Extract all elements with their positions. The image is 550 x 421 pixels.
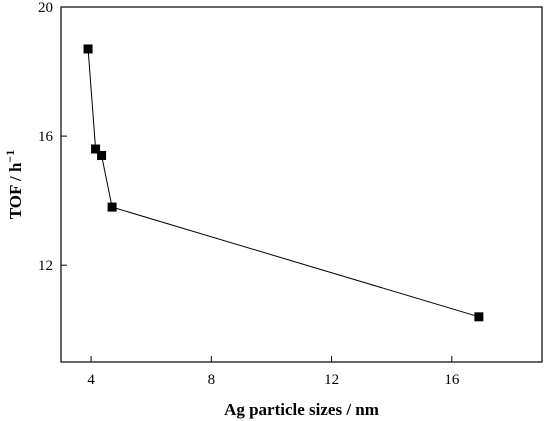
y-tick-label: 12 <box>38 258 53 274</box>
x-tick-label: 12 <box>324 372 339 388</box>
y-axis-title-main: TOF / h <box>6 162 25 219</box>
x-tick-label: 16 <box>444 372 460 388</box>
y-tick-label: 16 <box>38 129 54 145</box>
y-ticks: 12 16 20 <box>38 0 67 274</box>
y-tick-label: 20 <box>38 0 53 16</box>
markers <box>83 44 484 322</box>
y-axis-title-superscript: −1 <box>3 150 17 163</box>
data-point <box>83 44 93 54</box>
series-line <box>87 48 480 318</box>
y-axis-title: TOF / h−1 <box>3 150 25 220</box>
data-point <box>97 150 107 160</box>
x-tick-label: 4 <box>87 372 95 388</box>
x-axis-title: Ag particle sizes / nm <box>224 400 379 419</box>
data-point <box>91 144 101 154</box>
data-point <box>107 202 117 212</box>
x-ticks: 4 8 12 16 <box>87 356 460 388</box>
data-point <box>474 312 484 322</box>
plot-frame <box>60 6 543 363</box>
x-tick-label: 8 <box>208 372 216 388</box>
